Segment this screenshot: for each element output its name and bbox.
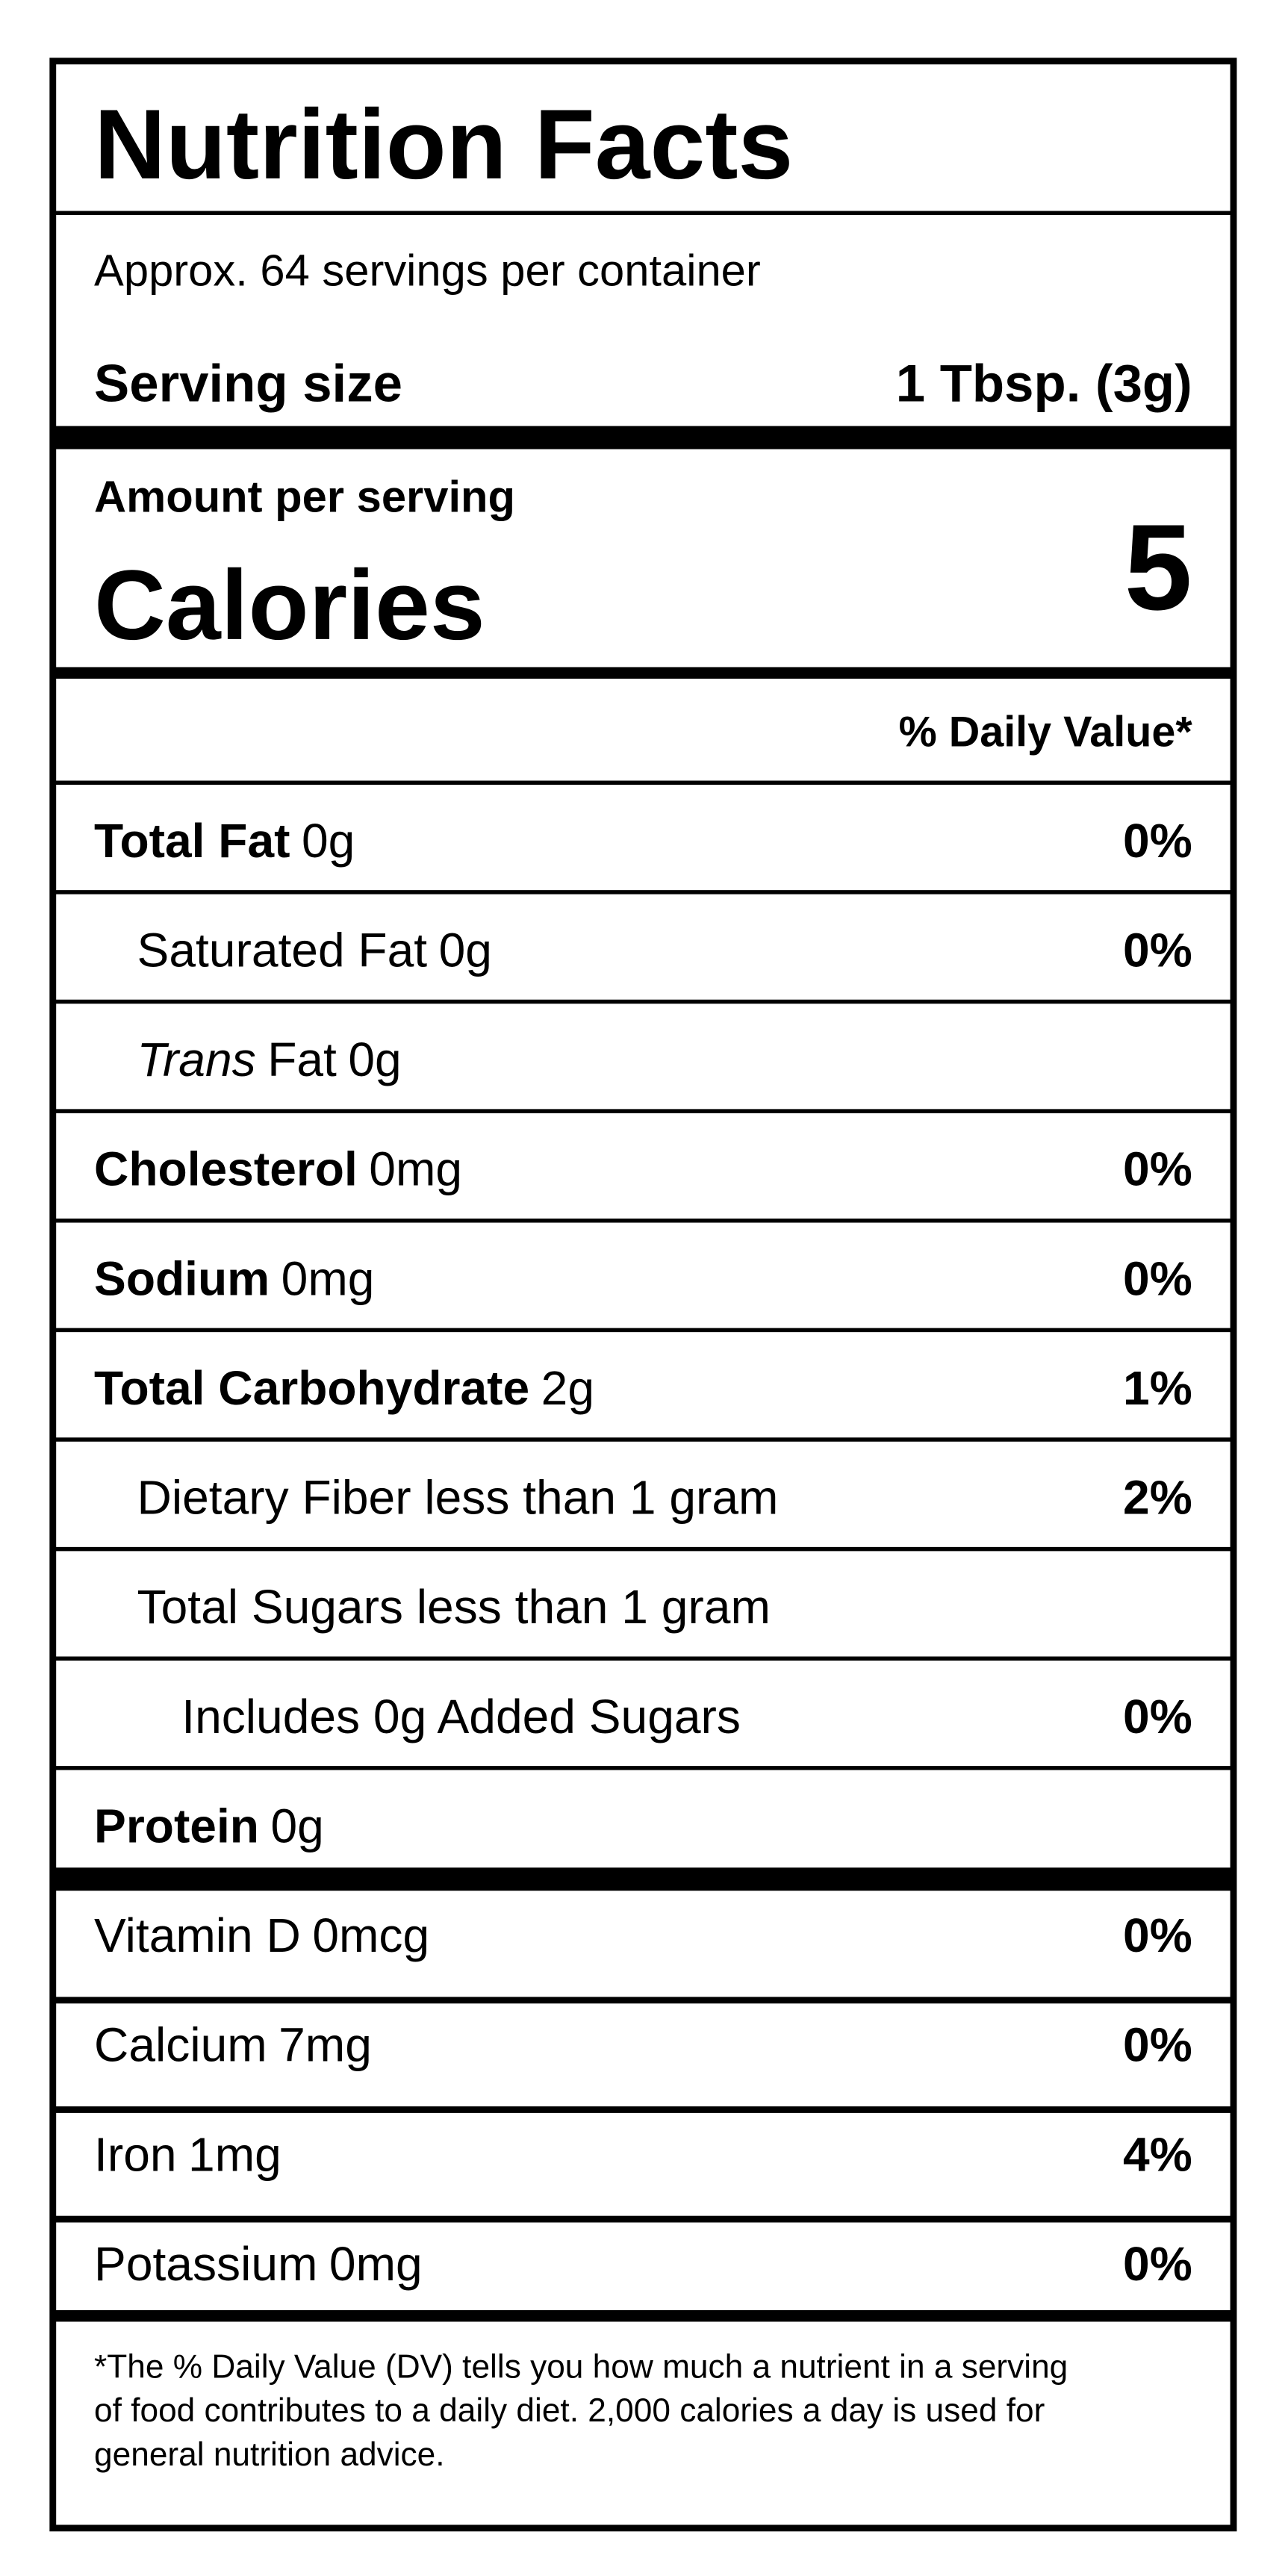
servings: Approx. 64 servings per container xyxy=(94,246,761,296)
nutrient-line: Trans Fat 0g xyxy=(137,1033,402,1086)
daily-value: 0% xyxy=(1123,1908,1192,1962)
daily-value: 0% xyxy=(1123,1690,1192,1743)
vitamin-line: Calcium 7mg xyxy=(94,2018,372,2072)
divider xyxy=(52,2106,1234,2113)
divider xyxy=(52,2215,1234,2223)
nutrient-line: Dietary Fiber less than 1 gram xyxy=(137,1471,779,1525)
nutrient-name: Sodium xyxy=(94,1251,270,1305)
calories-label: Calories xyxy=(94,550,485,661)
vitamin-name: Vitamin D xyxy=(94,1908,301,1962)
thick-bar xyxy=(52,426,1234,449)
vitamin-name: Potassium xyxy=(94,2237,317,2291)
serving-size-label: Serving size xyxy=(94,353,402,412)
nutrient-name: Total Carbohydrate xyxy=(94,1361,529,1415)
daily-value: 4% xyxy=(1123,2127,1192,2181)
nutrient-amount: 0g xyxy=(348,1033,401,1086)
title: Nutrition Facts xyxy=(94,90,793,200)
vitamin-name: Calcium xyxy=(94,2018,267,2072)
daily-value-header: % Daily Value* xyxy=(899,709,1193,756)
daily-value: 1% xyxy=(1123,1361,1192,1415)
nutrient-line: Protein 0g xyxy=(94,1799,324,1852)
thick-bar xyxy=(52,1867,1234,1891)
nutrient-line: Saturated Fat 0g xyxy=(137,923,492,977)
nutrient-line: Cholesterol 0mg xyxy=(94,1142,462,1196)
footnote: *The % Daily Value (DV) tells you how mu… xyxy=(94,2349,1068,2473)
nutrient-name: Total Fat xyxy=(94,814,290,868)
nutrient-qualifier: Trans xyxy=(137,1033,256,1086)
nutrient-line: Total Sugars less than 1 gram xyxy=(137,1580,771,1634)
nutrient-amount: 0mg xyxy=(281,1251,375,1305)
nutrient-amount: 0g xyxy=(270,1799,323,1852)
vitamin-amount: 0mcg xyxy=(312,1908,429,1962)
vitamin-amount: 7mg xyxy=(279,2018,372,2072)
footnote-line: *The % Daily Value (DV) tells you how mu… xyxy=(94,2349,1068,2386)
nutrient-name: Includes 0g Added Sugars xyxy=(181,1690,741,1743)
nutrient-line: Total Fat 0g xyxy=(94,814,355,868)
vitamin-line: Vitamin D 0mcg xyxy=(94,1908,429,1962)
vitamin-amount: 0mg xyxy=(329,2237,423,2291)
footnote-line: of food contributes to a daily diet. 2,0… xyxy=(94,2392,1045,2429)
nutrient-name: Saturated Fat xyxy=(137,923,428,977)
nutrient-name: Dietary Fiber less than 1 gram xyxy=(137,1471,779,1525)
label-border xyxy=(49,57,1237,2532)
daily-value: 0% xyxy=(1123,2018,1192,2072)
serving-size-value: 1 Tbsp. (3g) xyxy=(896,353,1192,412)
daily-value: 0% xyxy=(1123,923,1192,977)
vitamin-rows: Vitamin D 0mcg 0% Calcium 7mg 0% Iron 1mg 4% Pota… xyxy=(52,1908,1234,2291)
calories-value: 5 xyxy=(1124,499,1192,635)
amount-per-serving: Amount per serving xyxy=(94,472,515,522)
daily-value: 2% xyxy=(1123,1471,1192,1525)
divider xyxy=(52,1997,1234,2004)
nutrient-name: Fat xyxy=(267,1033,337,1086)
medium-bar xyxy=(52,667,1234,679)
vitamin-name: Iron xyxy=(94,2127,177,2181)
nutrient-line: Sodium 0mg xyxy=(94,1251,374,1305)
nutrient-amount: 0g xyxy=(439,923,492,977)
nutrient-line: Includes 0g Added Sugars xyxy=(181,1690,741,1743)
nutrient-line: Total Carbohydrate 2g xyxy=(94,1361,594,1415)
nutrient-name: Protein xyxy=(94,1799,259,1852)
daily-value: 0% xyxy=(1123,2237,1192,2291)
footnote-line: general nutrition advice. xyxy=(94,2436,445,2473)
nutrient-amount: 0g xyxy=(302,814,355,868)
daily-value: 0% xyxy=(1123,814,1192,868)
nutrient-amount: 2g xyxy=(541,1361,594,1415)
daily-value: 0% xyxy=(1123,1251,1192,1305)
nutrient-name: Total Sugars less than 1 gram xyxy=(137,1580,771,1634)
nutrient-amount: 0mg xyxy=(369,1142,462,1196)
daily-value: 0% xyxy=(1123,1142,1192,1196)
medium-bar xyxy=(52,2309,1234,2322)
vitamin-line: Potassium 0mg xyxy=(94,2237,423,2291)
nutrient-rows: Total Fat 0g 0%Saturated Fat 0g 0%Trans Fat 0g… xyxy=(52,780,1234,1852)
nutrient-name: Cholesterol xyxy=(94,1142,358,1196)
vitamin-line: Iron 1mg xyxy=(94,2127,281,2181)
vitamin-amount: 1mg xyxy=(188,2127,281,2181)
